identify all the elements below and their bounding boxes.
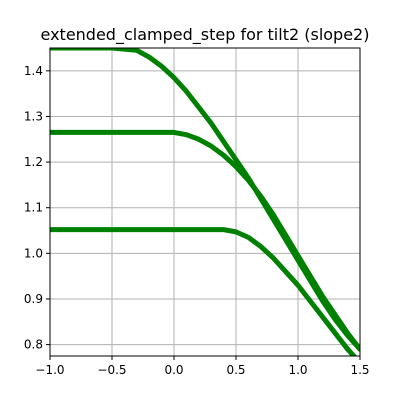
- y-tick-label: 1.0: [24, 246, 43, 260]
- x-tick-label: −0.5: [97, 363, 126, 377]
- y-tick-label: 1.2: [24, 155, 43, 169]
- y-tick-label: 1.4: [24, 64, 43, 78]
- y-tick-label: 1.3: [24, 109, 43, 123]
- series-line-2: [50, 129, 360, 352]
- plot-frame: [49, 47, 361, 357]
- x-tick-label: 1.0: [288, 363, 307, 377]
- y-tick-label: 1.1: [24, 201, 43, 215]
- x-tick-label: 1.5: [350, 363, 369, 377]
- grid-lines: [49, 48, 361, 356]
- y-tick-label: 0.9: [24, 292, 43, 306]
- y-tick-label: 0.8: [24, 338, 43, 352]
- x-axis: −1.0 −0.5 0.0 0.5 1.0 1.5: [35, 356, 370, 377]
- series-line-3: [50, 227, 358, 356]
- x-tick-label: 0.5: [226, 363, 245, 377]
- x-tick-label: −1.0: [35, 363, 64, 377]
- series-group: [50, 48, 360, 356]
- y-axis: 0.8 0.9 1.0 1.1 1.2 1.3 1.4: [24, 64, 50, 352]
- chart-title: extended_clamped_step for tilt2 (slope2): [41, 25, 370, 45]
- x-tick-label: 0.0: [164, 363, 183, 377]
